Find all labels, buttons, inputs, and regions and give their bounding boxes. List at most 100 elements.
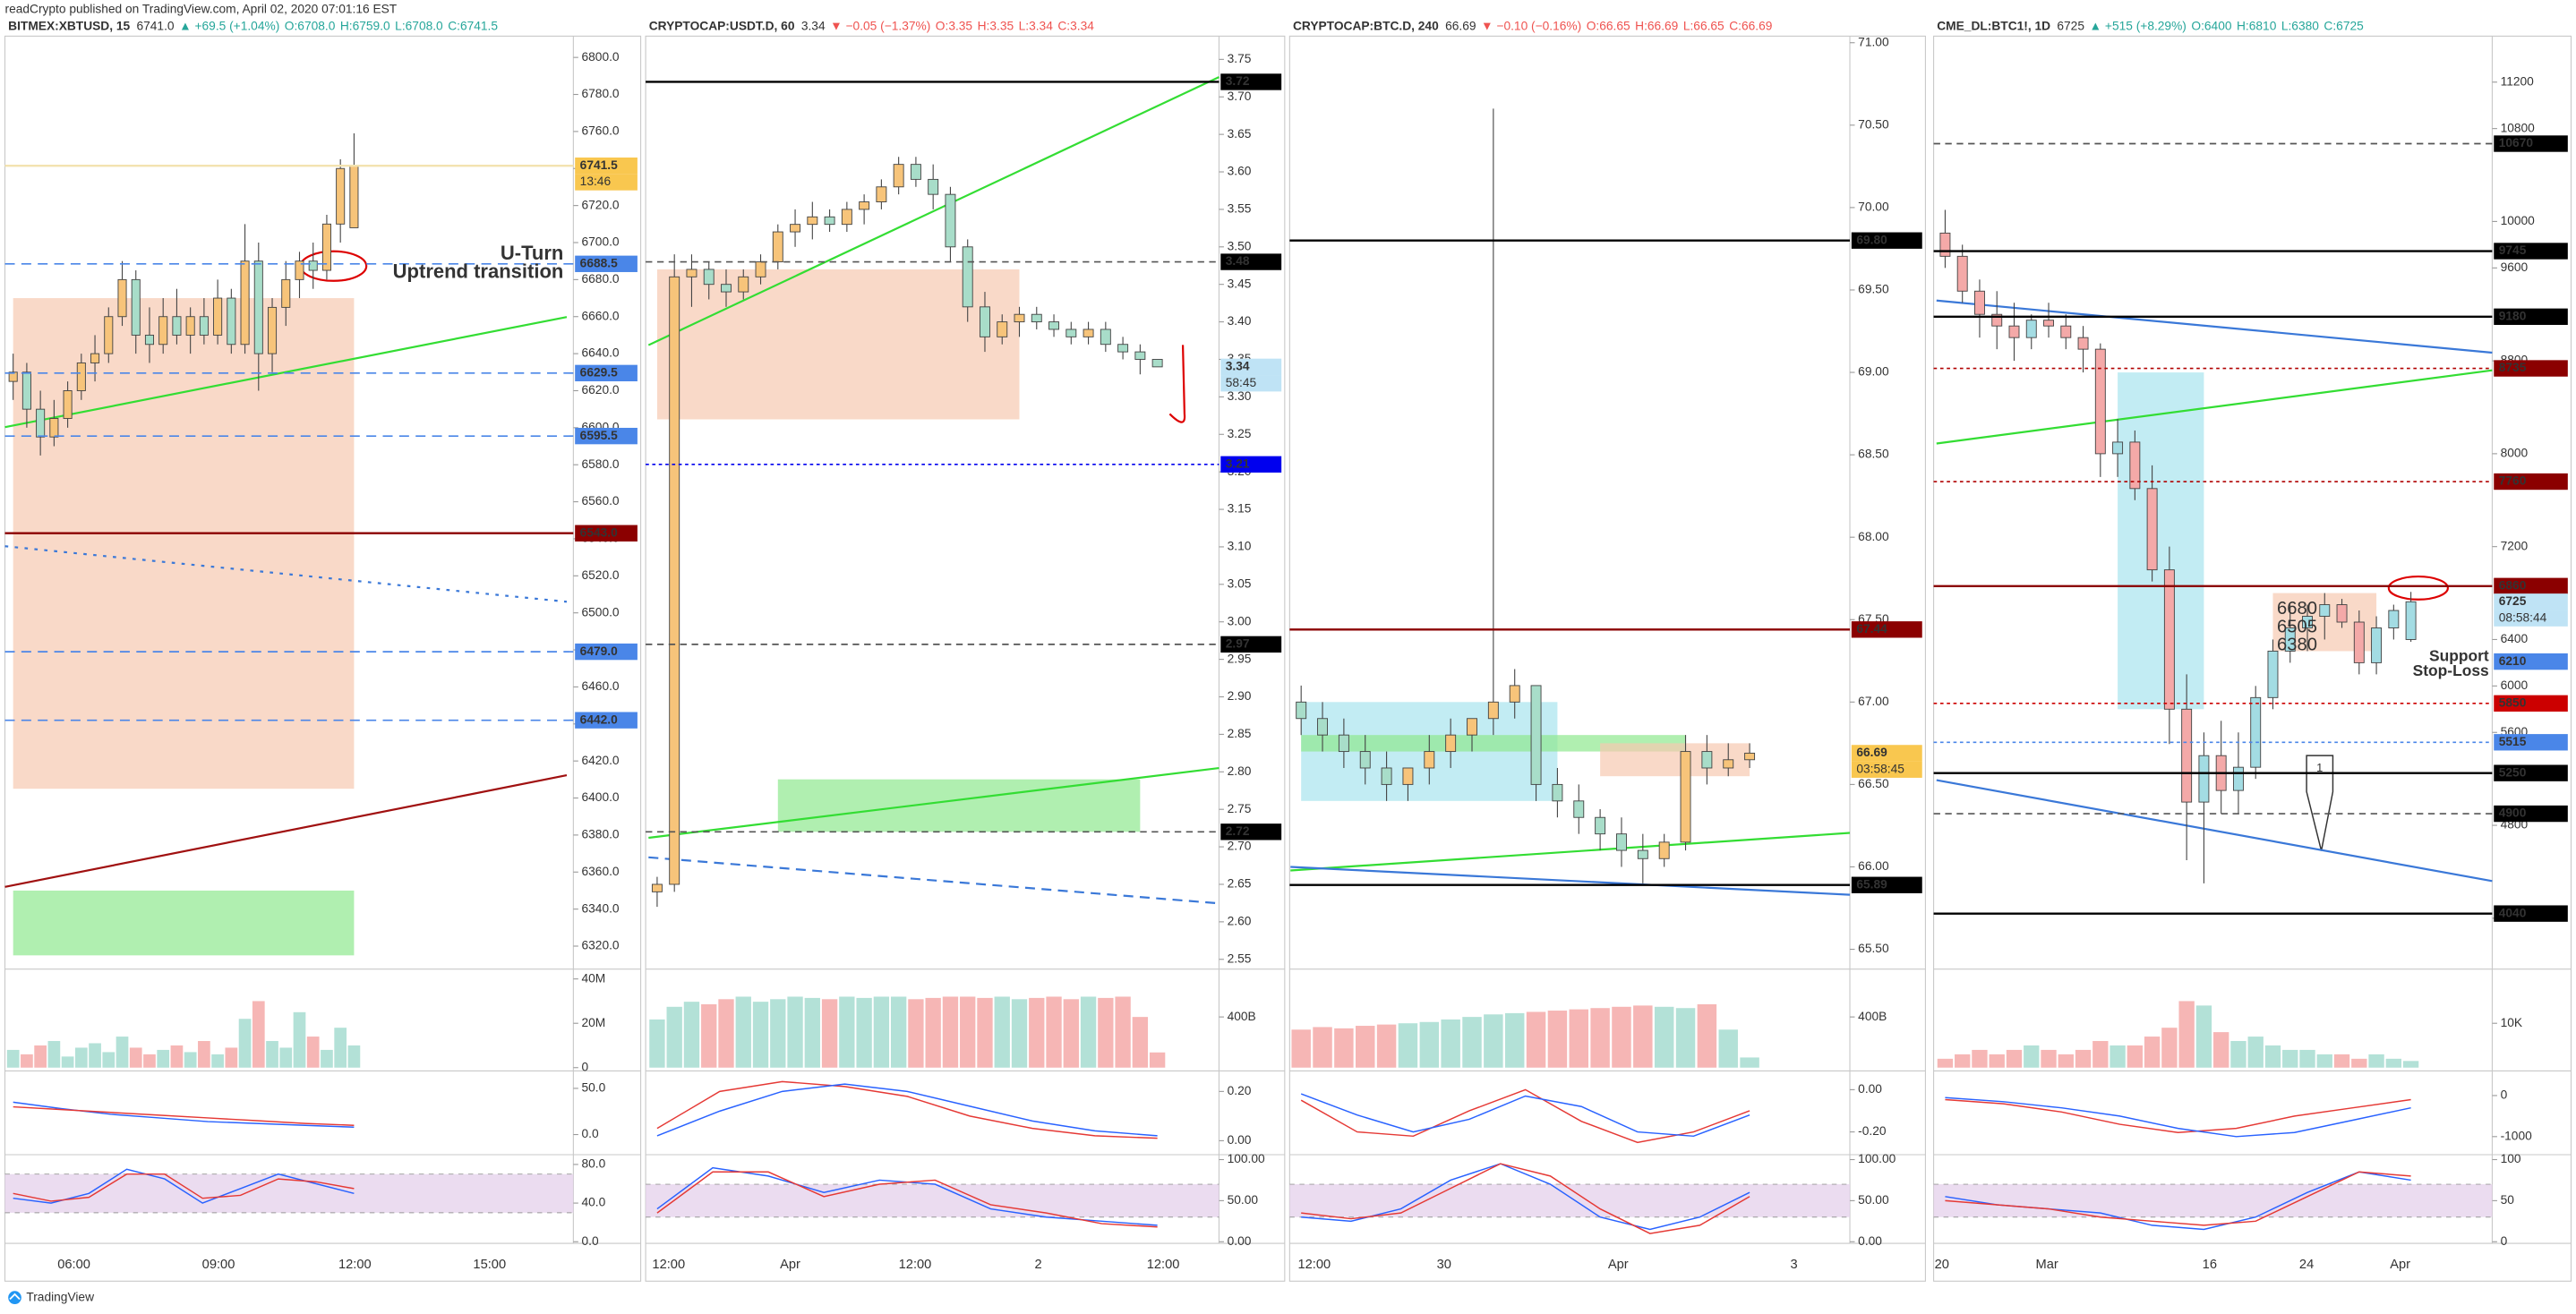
trend-line — [1290, 866, 1851, 896]
price-tag — [575, 525, 638, 542]
candle-body — [90, 353, 100, 363]
ohlc-value: H:6810 — [2237, 19, 2277, 32]
ohlc-value: C:6741.5 — [448, 19, 498, 32]
last-price: 3.34 — [801, 19, 826, 32]
price-tag-label: 3.34 — [1226, 360, 1250, 373]
x-tick-label: 3 — [1791, 1258, 1798, 1272]
candle-body — [841, 209, 852, 226]
candle-body — [1595, 816, 1606, 835]
volume-bar — [1149, 1052, 1166, 1068]
indicator-line — [1301, 1163, 1750, 1234]
price-tag-label: 6688.5 — [580, 256, 618, 269]
zone — [13, 890, 355, 956]
price-tag — [1851, 876, 1922, 893]
price-tag-label: 6543.0 — [580, 525, 618, 539]
volume-bar — [994, 996, 1010, 1068]
symbol: CME_DL:BTC1!, 1D — [1937, 19, 2050, 32]
x-tick-label: Mar — [2036, 1258, 2058, 1272]
candle-body — [2112, 441, 2124, 455]
y-tick-label: 6660.0 — [582, 309, 620, 322]
volume-bar — [1046, 996, 1062, 1068]
y-tick-label: 3.70 — [1228, 90, 1252, 103]
candle-body — [1317, 718, 1328, 736]
volume-bar — [1697, 1003, 1717, 1068]
price-tag — [575, 364, 638, 381]
change: ▼ −0.05 (−1.37%) — [830, 19, 930, 32]
price-tag-label: 5850 — [2499, 695, 2527, 709]
y-tick-label: 6560.0 — [582, 494, 620, 508]
y-tick-label: 3.30 — [1228, 389, 1252, 403]
y-tick-label: 71.00 — [1858, 35, 1889, 48]
candle-body — [945, 193, 956, 248]
y-tick-label: 40.0 — [582, 1196, 606, 1209]
y-tick-label: 6460.0 — [582, 679, 620, 693]
volume-bar — [942, 996, 959, 1068]
y-tick-label: 2.80 — [1228, 764, 1252, 778]
volume-bar — [1313, 1027, 1332, 1068]
volume-bar — [1291, 1029, 1311, 1068]
y-tick-label: 6360.0 — [582, 865, 620, 878]
y-tick-label: -0.20 — [1858, 1124, 1887, 1138]
rsi-band — [4, 1173, 574, 1213]
candle-body — [2405, 601, 2417, 640]
volume-bar — [787, 996, 803, 1068]
candle-body — [1359, 751, 1371, 769]
volume-bar — [321, 1049, 333, 1068]
y-tick-label: 6720.0 — [582, 198, 620, 211]
price-tag-label: 6442.0 — [580, 712, 618, 726]
trend-line — [648, 856, 1220, 905]
indicator-line — [1945, 1098, 2411, 1133]
volume-bar — [47, 1041, 61, 1068]
volume-bar — [334, 1028, 347, 1068]
candle-body — [2232, 766, 2244, 791]
volume-bar — [821, 999, 838, 1068]
x-tick-label: 24 — [2299, 1258, 2314, 1272]
volume-bar — [2351, 1058, 2367, 1068]
last-price: 6725 — [2057, 19, 2084, 32]
y-tick-label: 0.20 — [1228, 1084, 1252, 1097]
volume-bar — [2282, 1049, 2298, 1068]
volume-bar — [2230, 1041, 2247, 1068]
volume-bar — [129, 1047, 142, 1068]
candle-body — [1117, 344, 1129, 353]
volume-bar — [804, 997, 820, 1068]
y-tick-label: 11200 — [2501, 74, 2535, 88]
price-tag-label: 67.44 — [1856, 622, 1887, 636]
indicator-line — [1300, 1088, 1750, 1144]
volume-bar — [2041, 1049, 2057, 1068]
price-tag — [1220, 823, 1282, 840]
candle-body — [2043, 320, 2054, 327]
price-tag-label: 66.69 — [1856, 746, 1887, 759]
candle-body — [172, 316, 182, 336]
candle-body — [2336, 604, 2348, 623]
ohlc-value: L:66.65 — [1683, 19, 1724, 32]
candle-body — [1381, 767, 1392, 785]
x-tick-label: Apr — [780, 1258, 800, 1272]
candle-body — [1014, 313, 1025, 323]
y-tick-label: 6340.0 — [582, 901, 620, 915]
price-tag — [2494, 473, 2568, 491]
volume-bar — [2316, 1054, 2332, 1068]
candle-body — [2319, 604, 2331, 617]
indicator-line — [1945, 1096, 2411, 1138]
volume-bar — [1419, 1021, 1440, 1068]
volume-bar — [701, 1003, 717, 1068]
y-tick-label: 100 — [2501, 1152, 2521, 1165]
candle-body — [36, 408, 46, 438]
price-tag — [2494, 593, 2568, 610]
annotation: Stop-Loss — [2413, 661, 2489, 679]
symbol: BITMEX:XBTUSD, 15 — [8, 19, 130, 32]
candle-body — [2060, 325, 2072, 338]
candle-body — [1134, 351, 1146, 360]
x-tick-label: Apr — [1608, 1258, 1629, 1272]
candle-body — [2388, 610, 2400, 628]
candle-body — [104, 316, 114, 354]
volume-bar — [1654, 1006, 1674, 1068]
price-tag — [575, 643, 638, 661]
candle-body — [738, 276, 749, 293]
volume-bar — [1376, 1024, 1397, 1068]
price-tag — [575, 255, 638, 272]
candle-body — [1956, 255, 1968, 292]
volume-bar — [6, 1049, 20, 1068]
